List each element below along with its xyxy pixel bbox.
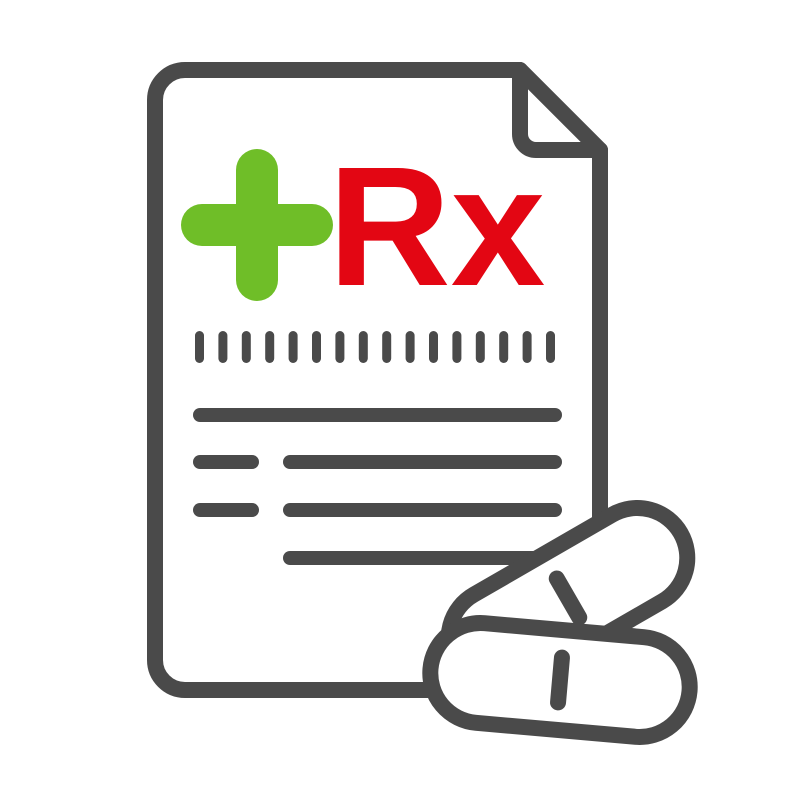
prescription-icon: Rx [0, 0, 800, 800]
rx-label: Rx [328, 132, 545, 322]
